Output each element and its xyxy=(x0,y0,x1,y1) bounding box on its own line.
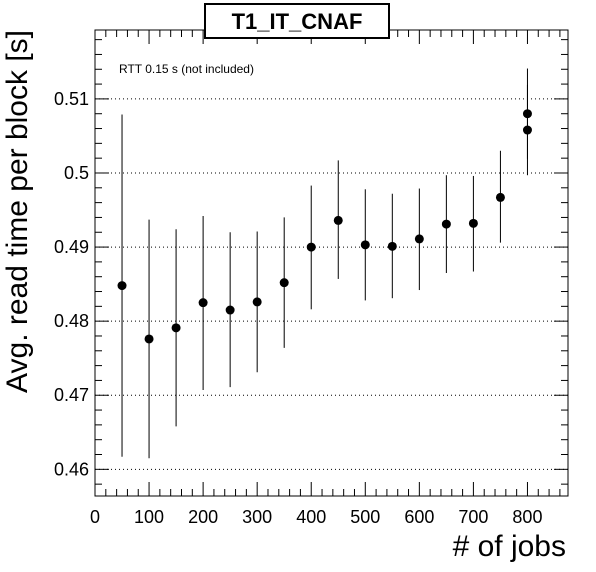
data-point xyxy=(333,215,343,225)
data-point xyxy=(306,242,316,252)
data-point xyxy=(522,109,532,119)
y-tick-label: 0.46 xyxy=(54,459,89,479)
data-point xyxy=(387,241,397,251)
x-axis-title: # of jobs xyxy=(453,530,566,563)
x-tick-label: 600 xyxy=(404,507,434,527)
data-points xyxy=(117,68,532,459)
y-tick-label: 0.49 xyxy=(54,237,89,257)
axis-ticks xyxy=(94,30,568,496)
y-tick-label: 0.47 xyxy=(54,385,89,405)
y-tick-labels: 0.46 0.47 0.48 0.49 0.5 0.51 xyxy=(54,89,89,479)
data-point xyxy=(117,281,127,291)
x-tick-labels: 0 100 200 300 400 500 600 700 800 xyxy=(90,507,542,527)
title-box: T1_IT_CNAF xyxy=(204,3,390,39)
data-point xyxy=(144,334,154,344)
y-axis-title: Avg. read time per block [s] xyxy=(1,30,34,393)
x-tick-label: 300 xyxy=(242,507,272,527)
y-tick-label: 0.5 xyxy=(64,163,89,183)
data-point xyxy=(414,234,424,244)
grid-lines xyxy=(95,98,568,470)
title-box-border xyxy=(204,3,390,39)
data-point xyxy=(468,218,478,228)
x-tick-label: 400 xyxy=(296,507,326,527)
data-point xyxy=(252,297,262,307)
x-tick-label: 0 xyxy=(90,507,100,527)
data-point xyxy=(198,298,208,308)
data-point xyxy=(495,192,505,202)
x-tick-label: 800 xyxy=(512,507,542,527)
x-tick-label: 100 xyxy=(134,507,164,527)
data-point xyxy=(441,219,451,229)
x-tick-label: 500 xyxy=(350,507,380,527)
data-point xyxy=(360,240,370,250)
chart-title: T1_IT_CNAF xyxy=(232,9,363,34)
y-tick-label: 0.48 xyxy=(54,311,89,331)
annotation-text: RTT 0.15 s (not included) xyxy=(119,62,254,76)
y-tick-label: 0.51 xyxy=(54,89,89,109)
x-tick-label: 700 xyxy=(458,507,488,527)
x-tick-label: 200 xyxy=(188,507,218,527)
data-point xyxy=(279,278,289,288)
data-point xyxy=(171,323,181,333)
data-point xyxy=(225,305,235,315)
